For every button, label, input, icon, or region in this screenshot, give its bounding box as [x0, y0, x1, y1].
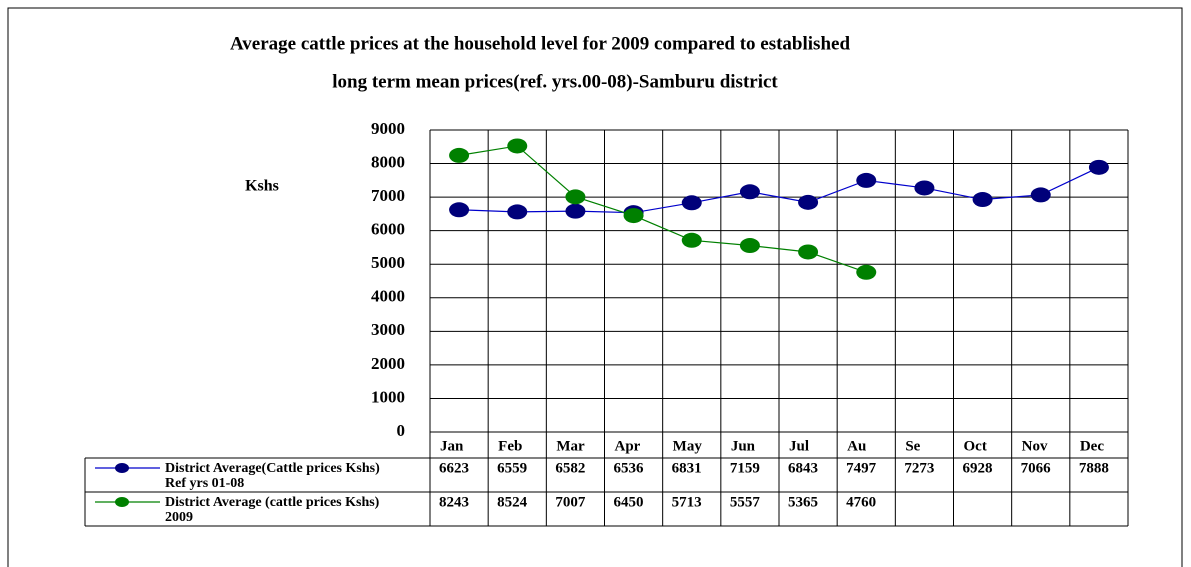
x-tick-label: Nov	[1022, 438, 1048, 454]
x-tick-label: May	[673, 438, 703, 454]
legend-marker	[115, 497, 129, 507]
data-point	[1088, 159, 1109, 175]
data-point	[914, 180, 935, 196]
y-tick-label: 4000	[371, 287, 405, 306]
data-point	[856, 172, 877, 188]
data-point	[507, 204, 528, 220]
x-tick-label: Oct	[964, 438, 987, 454]
table-value: 7497	[846, 460, 877, 476]
table-value: 5365	[788, 494, 818, 510]
data-point	[623, 208, 644, 224]
data-point	[507, 138, 528, 154]
x-tick-label: Jan	[440, 438, 464, 454]
x-tick-label: Jul	[789, 438, 809, 454]
x-tick-label: Au	[847, 438, 866, 454]
y-tick-label: 9000	[371, 119, 405, 138]
data-point	[856, 264, 877, 280]
chart-title: Average cattle prices at the household l…	[230, 33, 850, 54]
table-value: 7159	[730, 460, 760, 476]
table-value: 7888	[1079, 460, 1109, 476]
frame	[7, 7, 1183, 567]
data-point	[798, 244, 819, 260]
table-value: 6582	[555, 460, 585, 476]
y-tick-label: 6000	[371, 220, 405, 239]
y-tick-label: 8000	[371, 152, 405, 171]
table-value: 8524	[497, 494, 527, 510]
data-point	[798, 194, 819, 210]
table-value: 6536	[614, 460, 645, 476]
table-value: 8243	[439, 494, 469, 510]
legend-label: District Average(Cattle prices Kshs) Ref…	[165, 461, 380, 491]
x-tick-label: Apr	[615, 438, 641, 454]
table-value: 6623	[439, 460, 469, 476]
x-tick-label: Mar	[556, 438, 585, 454]
table-value: 6450	[614, 494, 644, 510]
x-tick-label: Feb	[498, 438, 522, 454]
y-tick-label: 3000	[371, 320, 405, 339]
chart-subtitle: long term mean prices(ref. yrs.00-08)-Sa…	[332, 71, 778, 92]
y-tick-label: 1000	[371, 387, 405, 406]
y-tick-label: 2000	[371, 354, 405, 373]
y-tick-label: 5000	[371, 253, 405, 272]
data-point	[972, 192, 993, 208]
table-value: 4760	[846, 494, 876, 510]
table-value: 6843	[788, 460, 818, 476]
data-point	[681, 195, 702, 211]
y-tick-label: 0	[397, 421, 406, 440]
data-point	[1030, 187, 1051, 203]
data-point	[739, 184, 760, 200]
table-value: 7273	[904, 460, 934, 476]
table-value: 5713	[672, 494, 702, 510]
data-point	[565, 189, 586, 205]
table-value: 7007	[555, 494, 586, 510]
table-value: 6928	[963, 460, 993, 476]
y-axis-label: Kshs	[245, 178, 279, 195]
legend-label: District Average (cattle prices Kshs) 20…	[165, 495, 380, 525]
data-point	[449, 147, 470, 163]
data-point	[449, 202, 470, 218]
y-tick-label: 7000	[371, 186, 405, 205]
table-value: 6831	[672, 460, 702, 476]
data-point	[739, 238, 760, 254]
x-tick-label: Dec	[1080, 438, 1104, 454]
legend-marker	[115, 463, 129, 473]
table-value: 5557	[730, 494, 761, 510]
x-tick-label: Se	[905, 438, 920, 454]
data-point	[565, 203, 586, 219]
table-value: 7066	[1021, 460, 1052, 476]
data-point	[681, 232, 702, 248]
table-value: 6559	[497, 460, 527, 476]
x-tick-label: Jun	[731, 438, 756, 454]
